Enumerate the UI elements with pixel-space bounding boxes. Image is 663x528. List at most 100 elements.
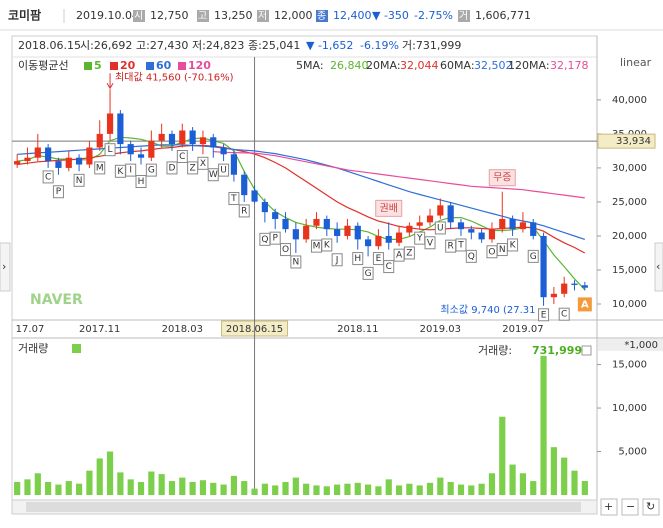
- candle-body: [457, 222, 465, 230]
- volume-bar: [447, 481, 454, 495]
- x-tick-label: 2018.11: [337, 324, 378, 335]
- candle-body: [127, 144, 134, 155]
- tag: 저: [258, 10, 267, 22]
- event-marker-label: O: [488, 247, 495, 257]
- candle-body: [96, 133, 103, 148]
- candle-body: [86, 147, 93, 165]
- volume-bar: [344, 483, 351, 495]
- header-high: 13,250: [214, 9, 253, 22]
- candle-body: [148, 140, 155, 158]
- left-tab[interactable]: [0, 242, 11, 292]
- legend-swatch: [84, 62, 92, 70]
- event-marker: [538, 308, 550, 322]
- event-marker-label: M: [313, 242, 321, 252]
- candle-body: [385, 235, 392, 243]
- volume-bar: [24, 479, 31, 495]
- volume-bar: [385, 479, 392, 495]
- candle-body: [499, 218, 506, 230]
- event-marker: [331, 253, 343, 267]
- volume-bar: [550, 447, 557, 495]
- event-marker-label: N: [499, 245, 506, 255]
- info-low: 저:24,823: [192, 39, 244, 52]
- event-marker-label: O: [282, 245, 289, 255]
- candle-body: [478, 232, 485, 240]
- event-marker-label: L: [108, 145, 113, 155]
- event-marker-label: R: [241, 206, 247, 216]
- volume-bar: [468, 485, 475, 495]
- event-marker: [321, 238, 333, 252]
- candle-body: [261, 201, 268, 213]
- event-marker: [104, 143, 116, 157]
- legend-name: 20: [120, 59, 136, 72]
- candle-body: [519, 222, 527, 230]
- event-marker: [176, 150, 188, 164]
- volume-bar: [179, 477, 186, 495]
- volume-bar: [272, 485, 279, 495]
- legend-name: 5: [94, 59, 102, 72]
- watermark: NAVER: [30, 292, 83, 308]
- volume-bar: [519, 473, 527, 495]
- volume-bar: [96, 458, 103, 495]
- event-marker: [558, 307, 570, 321]
- event-marker-label: H: [354, 254, 361, 264]
- event-marker: [145, 163, 157, 177]
- event-marker-label: C: [179, 152, 185, 162]
- ma-current: 32,044: [400, 59, 439, 72]
- volume-bar: [571, 470, 578, 495]
- ma-current: 32,502: [474, 59, 513, 72]
- tag-box: [133, 10, 145, 22]
- header-close: 12,400: [333, 9, 372, 22]
- event-marker: [527, 249, 539, 263]
- event-marker: [372, 252, 384, 266]
- x-tick-label: 2018.03: [162, 324, 203, 335]
- crosshair-price-box: [597, 133, 656, 149]
- reset[interactable]: [642, 498, 660, 516]
- candle-body: [65, 157, 72, 168]
- event-marker-label: T: [457, 240, 464, 250]
- close-box[interactable]: [581, 345, 592, 356]
- volume-bar: [65, 481, 72, 495]
- candle-body: [282, 218, 289, 230]
- candle-body: [292, 229, 299, 240]
- event-marker-label: K: [510, 240, 517, 250]
- event-marker-label: E: [376, 254, 382, 264]
- volume-bar: [334, 484, 341, 495]
- info-volume: 거:731,999: [402, 39, 461, 52]
- y-tick-label: 10,000: [612, 299, 647, 310]
- x-tick-label: 2019.07: [502, 324, 543, 335]
- volume-bar: [158, 474, 165, 495]
- volume-bar: [406, 483, 413, 495]
- zoom-in[interactable]: [600, 498, 618, 516]
- event-marker-label: A: [396, 251, 403, 261]
- zoom-out[interactable]: [621, 498, 639, 516]
- candle-body: [550, 293, 557, 298]
- event-marker-label: U: [220, 166, 227, 176]
- volume-bar: [292, 477, 299, 495]
- volume-bar: [34, 473, 41, 495]
- y-tick-label: 30,000: [612, 163, 647, 174]
- header-volume: 1,606,771: [475, 9, 531, 22]
- candle-body: [313, 218, 320, 226]
- volume-bar: [488, 473, 496, 495]
- event-marker-label: P: [272, 234, 278, 244]
- max-arrow-head: [106, 82, 114, 90]
- candle-body: [571, 283, 578, 285]
- volume-bar: [261, 483, 268, 495]
- ma-label: 120MA:: [508, 59, 550, 72]
- event-marker-label: T: [230, 194, 237, 204]
- candle-body: [179, 130, 186, 145]
- right-tab[interactable]: [654, 242, 663, 292]
- scroll-thumb[interactable]: [26, 502, 581, 512]
- x-tick-label: 2019.03: [420, 324, 461, 335]
- candle-body: [45, 147, 52, 162]
- candle-body: [344, 225, 351, 236]
- event-marker-label: J: [335, 255, 339, 265]
- volume-bar: [55, 484, 62, 495]
- candle-body: [106, 113, 114, 134]
- candle-body: [14, 161, 21, 165]
- chart-frame: [11, 35, 598, 507]
- volume-bar: [220, 484, 227, 495]
- legend-swatch: [110, 62, 118, 70]
- volume-current-label: 거래량:: [478, 344, 512, 357]
- volume-bar: [230, 475, 238, 495]
